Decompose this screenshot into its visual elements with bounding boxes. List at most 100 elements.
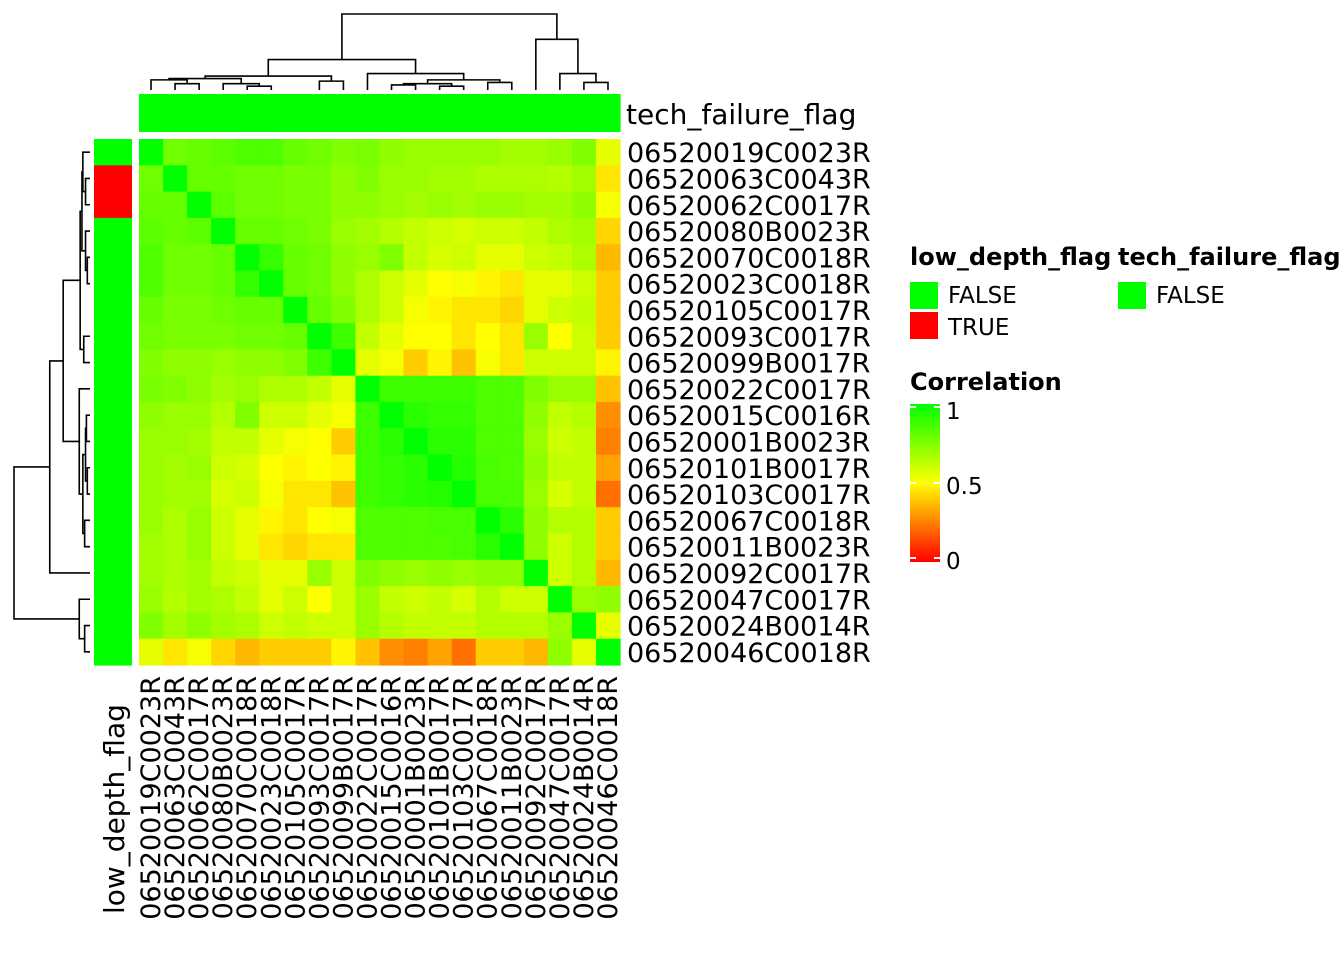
- heatmap-cell: [139, 139, 164, 166]
- heatmap-cell: [403, 244, 429, 272]
- heatmap-cell: [427, 165, 453, 193]
- heatmap-cell: [331, 349, 357, 377]
- heatmap-cell: [283, 349, 308, 377]
- heatmap-cell: [235, 586, 260, 613]
- column-label: 06520067C0018R: [473, 676, 504, 920]
- column-annotation-cell: [211, 94, 236, 132]
- heatmap-cell: [523, 533, 549, 561]
- heatmap-cell: [547, 559, 573, 587]
- heatmap-cell: [259, 480, 284, 508]
- row-annotation-cell: [94, 428, 132, 456]
- heatmap-cell: [403, 612, 429, 640]
- row-label: 06520092C0017R: [627, 559, 871, 590]
- heatmap-cell: [331, 612, 357, 640]
- dendrogram-branch: [62, 279, 81, 443]
- heatmap-cell: [547, 349, 573, 377]
- row-annotation-cell: [94, 402, 132, 429]
- legend-correlation: Correlation 1 0.5 0: [910, 368, 1062, 575]
- heatmap-cell: [163, 375, 188, 403]
- heatmap-cell: [571, 533, 597, 561]
- legend-tech-failure-false-swatch: [1118, 282, 1146, 309]
- heatmap-cell: [523, 586, 549, 613]
- column-label: 06520015C0016R: [377, 676, 408, 920]
- heatmap-cell: [379, 217, 405, 245]
- correlation-tick-label-05: 0.5: [946, 474, 983, 500]
- heatmap-cell: [523, 296, 549, 324]
- heatmap-cell: [331, 533, 357, 561]
- dendrogram-branch: [86, 256, 90, 285]
- heatmap-cell: [139, 402, 164, 429]
- heatmap-cell: [475, 375, 501, 403]
- column-label: 06520093C0017R: [304, 676, 335, 920]
- row-annotation-name: low_depth_flag: [98, 704, 131, 914]
- heatmap-cell: [571, 428, 597, 456]
- heatmap-cell: [139, 217, 164, 245]
- heatmap-cell: [235, 612, 260, 640]
- heatmap-cell: [259, 244, 284, 272]
- heatmap-cell: [139, 480, 164, 508]
- column-labels: 06520019C0023R06520063C0043R06520062C001…: [136, 676, 624, 920]
- column-annotation-cell: [307, 94, 332, 132]
- column-annotation-cell: [331, 94, 357, 132]
- heatmap-cell: [451, 480, 477, 508]
- column-label: 06520070C0018R: [232, 676, 263, 920]
- legend-low-depth-flag: low_depth_flag FALSE TRUE: [910, 243, 1111, 341]
- row-annotation-cell: [94, 480, 132, 508]
- heatmap-cell: [211, 428, 236, 456]
- heatmap-cell: [235, 375, 260, 403]
- heatmap-cell: [523, 559, 549, 587]
- heatmap-cell: [139, 323, 164, 350]
- heatmap-cell: [259, 323, 284, 350]
- heatmap-cell: [331, 586, 357, 613]
- column-annotation-cell: [355, 94, 381, 132]
- row-label: 06520101B0017R: [627, 454, 870, 485]
- heatmap-cell: [499, 507, 525, 535]
- heatmap-cell: [307, 323, 332, 350]
- heatmap-cell: [571, 612, 597, 640]
- heatmap-cell: [283, 375, 308, 403]
- heatmap-cell: [571, 296, 597, 324]
- heatmap-cell: [259, 165, 284, 193]
- heatmap-cell: [307, 428, 332, 456]
- heatmap-cell: [187, 638, 212, 666]
- heatmap-cell: [283, 428, 308, 456]
- heatmap-cell: [403, 165, 429, 193]
- row-annotation-cell: [94, 191, 132, 219]
- column-label: 06520099B0017R: [328, 676, 359, 919]
- heatmap-cell: [139, 375, 164, 403]
- column-annotation-cell: [595, 94, 621, 132]
- heatmap-cell: [283, 454, 308, 482]
- heatmap-cell: [499, 349, 525, 377]
- heatmap-cell: [403, 375, 429, 403]
- heatmap-cell: [163, 139, 188, 166]
- heatmap-cell: [355, 454, 381, 482]
- heatmap-cell: [331, 428, 357, 456]
- dendrogram-branch: [83, 624, 90, 653]
- heatmap-cell: [331, 191, 357, 219]
- heatmap-cell: [523, 270, 549, 298]
- heatmap-cell: [235, 638, 260, 666]
- heatmap-cell: [571, 454, 597, 482]
- heatmap-cell: [139, 559, 164, 587]
- heatmap-cell: [403, 480, 429, 508]
- heatmap-cell: [547, 296, 573, 324]
- heatmap-cell: [379, 612, 405, 640]
- heatmap-cell: [475, 507, 501, 535]
- heatmap-cell: [235, 428, 260, 456]
- heatmap-cell: [523, 349, 549, 377]
- heatmap-cell: [403, 454, 429, 482]
- heatmap-cell: [379, 507, 405, 535]
- heatmap-cell: [331, 244, 357, 272]
- heatmap-cell: [139, 191, 164, 219]
- heatmap-cell: [523, 638, 549, 666]
- heatmap-cell: [259, 612, 284, 640]
- heatmap-cell: [379, 428, 405, 456]
- heatmap-cell: [163, 454, 188, 482]
- heatmap-cell: [307, 349, 332, 377]
- heatmap-cell: [139, 349, 164, 377]
- heatmap-cell: [595, 428, 621, 456]
- heatmap-cell: [379, 375, 405, 403]
- row-label: 06520070C0018R: [627, 243, 871, 274]
- heatmap-cell: [211, 270, 236, 298]
- heatmap-cell: [547, 139, 573, 166]
